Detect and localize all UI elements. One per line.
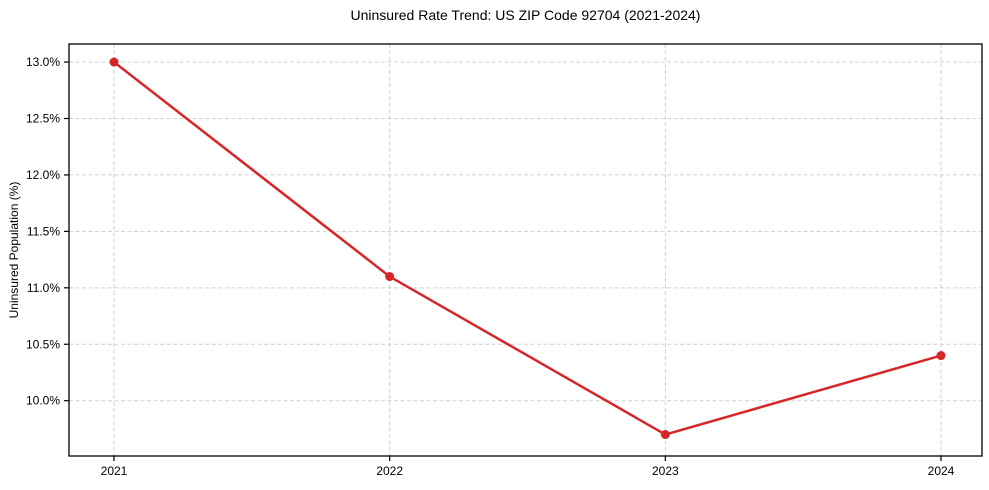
data-point-marker [660, 430, 670, 440]
y-tick-label: 12.0% [26, 168, 60, 182]
data-point-marker [109, 57, 119, 67]
data-point-marker [936, 351, 946, 361]
y-tick-label: 11.0% [27, 281, 60, 295]
x-tick-label: 2024 [928, 464, 955, 478]
y-tick-label: 13.0% [26, 55, 60, 69]
x-tick-label: 2021 [101, 464, 128, 478]
x-tick-label: 2022 [376, 464, 403, 478]
y-tick-label: 12.5% [26, 111, 60, 125]
data-point-marker [385, 272, 395, 282]
plot-border [68, 43, 983, 457]
x-tick-label: 2023 [652, 464, 679, 478]
y-axis-label: Uninsured Population (%) [7, 181, 21, 319]
trend-line [112, 60, 943, 436]
chart-title: Uninsured Rate Trend: US ZIP Code 92704 … [350, 7, 701, 23]
y-tick-label: 10.5% [26, 337, 60, 351]
y-tick-label: 11.5% [27, 224, 60, 238]
y-tick-label: 10.0% [26, 394, 60, 408]
